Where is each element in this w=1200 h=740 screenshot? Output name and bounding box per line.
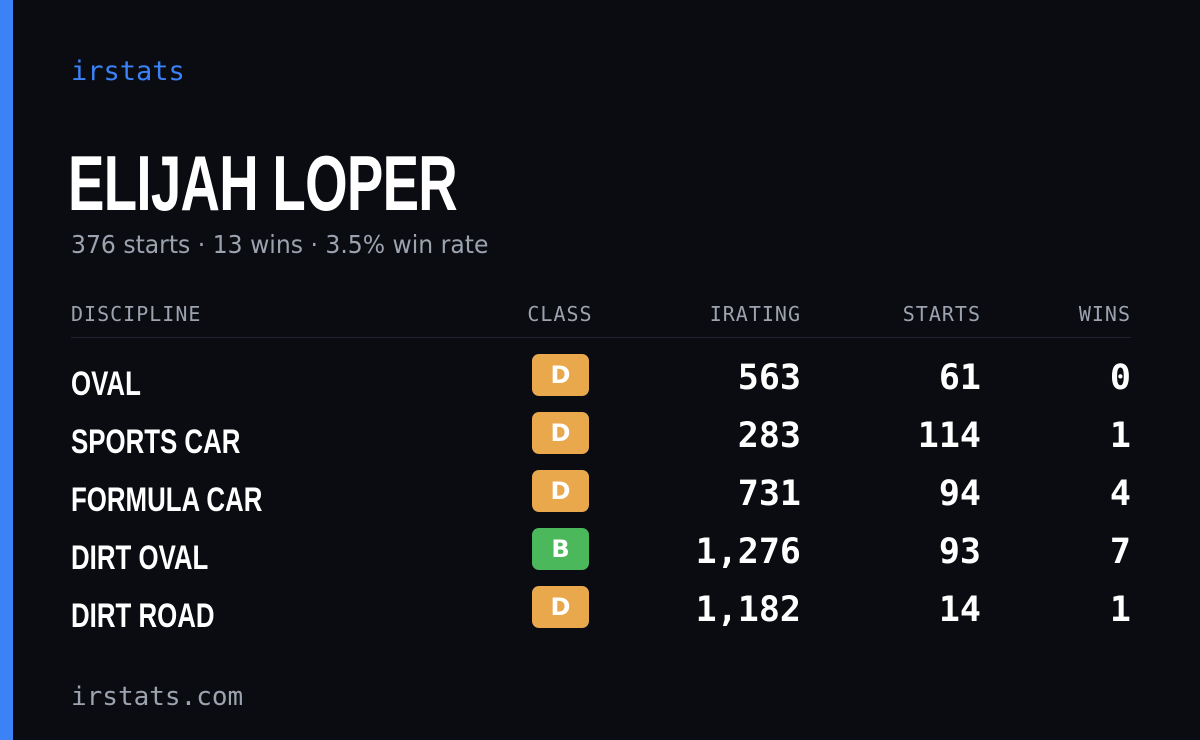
table-row: DIRT OVAL B 1,276 93 7: [71, 524, 1131, 582]
table-row: DIRT ROAD D 1,182 14 1: [71, 582, 1131, 640]
driver-name: ELIJAH LOPER: [68, 139, 458, 227]
table-row: FORMULA CAR D 731 94 4: [71, 466, 1131, 524]
class-badge: D: [532, 586, 589, 628]
brand-logo: irstats: [71, 56, 185, 87]
accent-bar: [0, 0, 13, 740]
starts-value: 14: [938, 590, 981, 630]
wins-value: 4: [1109, 474, 1131, 514]
table-header: DISCIPLINE CLASS IRATING STARTS WINS: [71, 300, 1131, 338]
irating-value: 1,276: [695, 532, 801, 572]
discipline-name: SPORTS CAR: [71, 423, 241, 461]
irating-value: 1,182: [695, 590, 801, 630]
discipline-table: OVAL D 563 61 0 SPORTS CAR D 283 114 1 F…: [71, 350, 1131, 640]
irating-value: 731: [737, 474, 801, 514]
column-header-starts: STARTS: [902, 302, 981, 326]
starts-value: 93: [938, 532, 981, 572]
starts-value: 94: [938, 474, 981, 514]
column-header-irating: IRATING: [709, 302, 801, 326]
class-badge: D: [532, 470, 589, 512]
irating-value: 283: [737, 416, 801, 456]
discipline-name: FORMULA CAR: [71, 481, 263, 519]
wins-value: 0: [1109, 358, 1131, 398]
column-header-class: CLASS: [527, 302, 593, 326]
column-header-discipline: DISCIPLINE: [71, 302, 202, 326]
class-badge: B: [532, 528, 589, 570]
class-badge: D: [532, 412, 589, 454]
wins-value: 1: [1109, 416, 1131, 456]
discipline-name: OVAL: [71, 365, 141, 403]
starts-value: 114: [917, 416, 981, 456]
irating-value: 563: [737, 358, 801, 398]
wins-value: 7: [1109, 532, 1131, 572]
class-badge: D: [532, 354, 589, 396]
discipline-name: DIRT OVAL: [71, 539, 209, 577]
starts-value: 61: [938, 358, 981, 398]
table-row: SPORTS CAR D 283 114 1: [71, 408, 1131, 466]
column-header-wins: WINS: [1078, 302, 1131, 326]
wins-value: 1: [1109, 590, 1131, 630]
driver-summary: 376 starts · 13 wins · 3.5% win rate: [71, 230, 489, 259]
footer-url: irstats.com: [71, 682, 244, 712]
table-row: OVAL D 563 61 0: [71, 350, 1131, 408]
discipline-name: DIRT ROAD: [71, 597, 215, 635]
